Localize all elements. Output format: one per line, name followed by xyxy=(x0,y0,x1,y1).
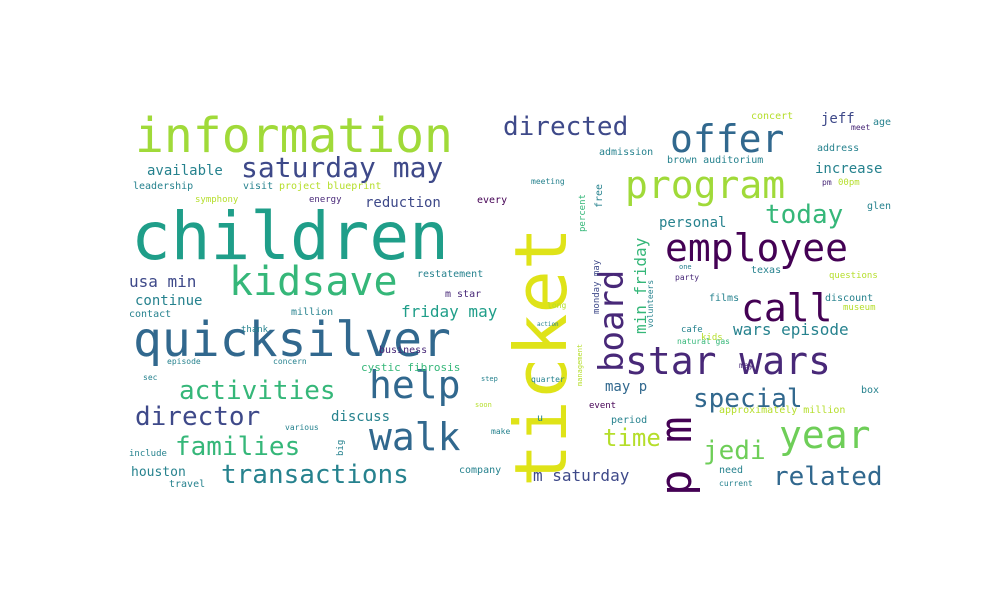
word-time: time xyxy=(603,424,661,452)
word-00pm: 00pm xyxy=(838,178,860,188)
word-current: current xyxy=(719,479,753,488)
word-step: step xyxy=(481,375,498,383)
word-make: make xyxy=(491,427,511,436)
word-program: program xyxy=(625,163,786,207)
word-million: million xyxy=(291,307,334,318)
word-p-m: p m xyxy=(651,416,702,496)
word-help: help xyxy=(369,363,461,407)
word-children: children xyxy=(131,198,449,275)
word-families: families xyxy=(175,432,301,462)
word-discuss: discuss xyxy=(331,409,391,425)
word-concert: concert xyxy=(751,111,794,122)
word-available: available xyxy=(147,163,223,179)
word-texas: texas xyxy=(751,265,782,276)
word-call: call xyxy=(741,286,833,330)
word-personal: personal xyxy=(659,215,727,231)
word-transactions: transactions xyxy=(221,460,409,490)
word-monday-may: monday may xyxy=(592,259,602,314)
word-period: period xyxy=(611,415,648,426)
word-star-wars: star wars xyxy=(625,339,831,383)
word-cloud: children ticket information quicksilver … xyxy=(125,104,902,496)
word-questions: questions xyxy=(829,271,878,281)
word-meeting: meeting xyxy=(531,177,565,186)
word-pm: pm xyxy=(822,178,832,187)
word-kids: kids xyxy=(701,333,723,343)
word-usa-min: usa min xyxy=(129,272,197,291)
word-employee: employee xyxy=(665,226,849,270)
word-quicksilver: quicksilver xyxy=(133,312,451,368)
word-related: related xyxy=(773,462,883,492)
word-leadership: leadership xyxy=(133,181,194,192)
word-director: director xyxy=(135,402,261,432)
word-various: various xyxy=(285,423,319,432)
word-films: films xyxy=(709,293,740,304)
word-ticket: ticket xyxy=(499,226,583,487)
word-age: age xyxy=(873,117,892,128)
word-directed: directed xyxy=(503,112,629,142)
word-energy: energy xyxy=(309,195,342,205)
word-discount: discount xyxy=(825,293,874,304)
word-episode: episode xyxy=(167,357,201,366)
word-party: party xyxy=(675,273,700,282)
word-m-star: m star xyxy=(445,289,482,300)
word-wars-episode: wars episode xyxy=(733,320,849,339)
word-project-blueprint: project blueprint xyxy=(279,181,382,192)
word-free: free xyxy=(594,183,605,208)
word-reduction: reduction xyxy=(365,195,441,211)
word-management: management xyxy=(576,343,584,386)
word-include: include xyxy=(129,449,167,459)
word-one: one xyxy=(679,263,692,271)
word-cystic-fibrosis: cystic fibrosis xyxy=(361,361,461,374)
word-admission: admission xyxy=(599,147,654,158)
word-thank: thank xyxy=(241,325,269,335)
word-special: special xyxy=(693,384,803,414)
word-jeff: jeff xyxy=(821,111,855,127)
word-big: big xyxy=(336,439,346,456)
word-meet: meet xyxy=(851,123,871,132)
word-today: today xyxy=(765,200,844,230)
word-kidsave: kidsave xyxy=(229,259,398,305)
word-may: may xyxy=(739,361,754,370)
word-brown-auditorium: brown auditorium xyxy=(667,155,764,166)
word-walk: walk xyxy=(369,415,461,459)
word-friday-may: friday may xyxy=(401,302,498,321)
word-houston: houston xyxy=(131,465,186,480)
word-percent: percent xyxy=(578,194,588,232)
word-u: u xyxy=(537,413,544,424)
word-action: action xyxy=(537,321,559,328)
word-business: business xyxy=(379,345,428,356)
word-saturday-may: saturday may xyxy=(241,151,444,184)
word-symphony: symphony xyxy=(195,195,239,205)
word-visit: visit xyxy=(243,181,274,192)
word-contact: contact xyxy=(129,309,172,320)
word-increase: increase xyxy=(815,161,883,177)
word-concern: concern xyxy=(273,357,307,366)
word-year: year xyxy=(779,413,871,457)
word-restatement: restatement xyxy=(417,269,484,280)
word-quarter: quarter xyxy=(531,375,565,384)
word-soon: soon xyxy=(475,401,492,409)
word-company: company xyxy=(459,465,502,476)
word-address: address xyxy=(817,143,860,154)
word-activities: activities xyxy=(179,376,336,406)
word-information: information xyxy=(135,108,453,164)
word-volunteers: volunteers xyxy=(646,279,655,328)
word-may-p: may p xyxy=(605,379,648,395)
word-need: need xyxy=(719,465,744,476)
word-travel: travel xyxy=(169,479,206,490)
word-m-saturday: m saturday xyxy=(533,466,630,485)
word-approximately-million: approximately million xyxy=(719,405,846,416)
word-sec: sec xyxy=(143,373,158,382)
word-event: event xyxy=(589,401,617,411)
word-continue: continue xyxy=(135,293,203,309)
word-natural-gas: natural gas xyxy=(677,337,730,346)
word-museum: museum xyxy=(843,303,876,313)
word-offer: offer xyxy=(670,117,785,161)
word-glen: glen xyxy=(867,201,892,212)
word-box: box xyxy=(861,385,880,396)
word-long: long xyxy=(547,301,567,310)
word-jedi: jedi xyxy=(703,436,766,466)
word-every: every xyxy=(477,195,508,206)
word-cafe: cafe xyxy=(681,325,703,335)
